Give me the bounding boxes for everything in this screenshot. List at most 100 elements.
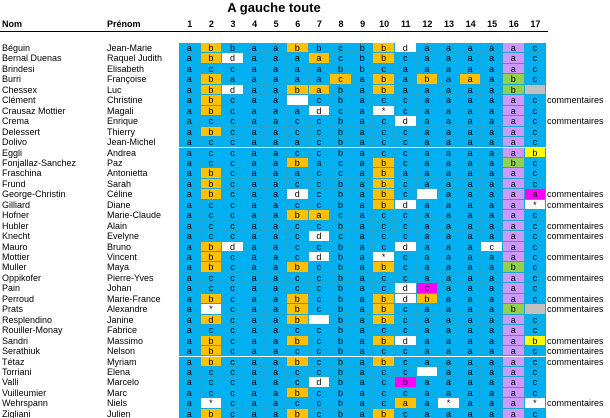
vote-cell-11[interactable]: c [395, 387, 417, 399]
vote-cell-6[interactable]: b [287, 356, 309, 367]
vote-cell-8[interactable]: b [330, 95, 352, 106]
vote-cell-17[interactable]: b [524, 335, 547, 347]
vote-cell-12[interactable]: a [416, 210, 439, 221]
vote-cell-6[interactable]: b [287, 262, 309, 273]
vote-cell-6[interactable]: c [287, 231, 309, 242]
vote-cell-7[interactable]: a [308, 53, 331, 64]
vote-cell-17[interactable]: c [524, 346, 547, 357]
vote-cell-5[interactable]: a [265, 84, 287, 96]
vote-cell-10[interactable]: * [373, 252, 395, 263]
vote-cell-16[interactable]: a [503, 147, 525, 158]
vote-cell-12[interactable] [416, 189, 439, 200]
vote-cell-3[interactable]: c [222, 366, 244, 378]
vote-cell-2[interactable]: b [200, 178, 223, 190]
vote-cell-12[interactable]: a [416, 398, 439, 409]
vote-cell-10[interactable]: c [373, 147, 395, 158]
vote-cell-11[interactable]: b [395, 377, 417, 388]
vote-cell-13[interactable]: a [438, 63, 460, 75]
vote-cell-12[interactable]: a [416, 325, 439, 336]
vote-cell-2[interactable]: c [200, 63, 223, 75]
vote-cell-6[interactable]: c [287, 126, 309, 138]
vote-cell-2[interactable]: c [200, 283, 223, 294]
vote-cell-1[interactable]: a [179, 168, 201, 179]
vote-cell-13[interactable]: a [438, 126, 460, 138]
vote-cell-8[interactable]: b [330, 366, 352, 378]
vote-cell-6[interactable]: c [287, 116, 309, 127]
vote-cell-4[interactable]: a [243, 335, 266, 347]
vote-cell-17[interactable]: c [524, 210, 547, 221]
vote-cell-11[interactable]: c [395, 210, 417, 221]
vote-cell-9[interactable]: a [351, 346, 374, 357]
vote-cell-5[interactable]: a [265, 293, 287, 305]
vote-cell-14[interactable]: a [459, 84, 482, 96]
vote-cell-10[interactable]: b [373, 314, 395, 326]
vote-cell-5[interactable]: a [265, 387, 287, 399]
vote-cell-3[interactable]: d [222, 84, 244, 96]
vote-cell-16[interactable]: a [503, 53, 525, 64]
vote-cell-2[interactable]: b [200, 53, 223, 64]
vote-cell-12[interactable]: a [416, 220, 439, 232]
vote-cell-1[interactable]: a [179, 210, 201, 221]
vote-cell-16[interactable]: a [503, 210, 525, 221]
vote-cell-2[interactable]: b [200, 262, 223, 273]
vote-cell-1[interactable]: a [179, 314, 201, 326]
vote-cell-5[interactable]: a [265, 74, 287, 85]
vote-cell-2[interactable]: b [200, 346, 223, 357]
vote-cell-10[interactable]: b [373, 304, 395, 315]
vote-cell-2[interactable]: c [200, 157, 223, 169]
vote-cell-12[interactable]: c [416, 283, 439, 294]
vote-cell-10[interactable]: b [373, 168, 395, 179]
vote-cell-7[interactable]: a [308, 63, 331, 75]
vote-cell-4[interactable]: a [243, 199, 266, 211]
vote-cell-16[interactable]: a [503, 377, 525, 388]
vote-cell-12[interactable]: a [416, 157, 439, 169]
vote-cell-5[interactable]: a [265, 116, 287, 127]
vote-cell-2[interactable]: b [200, 335, 223, 347]
vote-cell-10[interactable]: b [373, 189, 395, 200]
vote-cell-17[interactable]: c [524, 387, 547, 399]
vote-cell-11[interactable]: c [395, 53, 417, 64]
vote-cell-17[interactable]: c [524, 126, 547, 138]
vote-cell-15[interactable]: a [481, 377, 503, 388]
vote-cell-10[interactable]: c [373, 377, 395, 388]
vote-cell-10[interactable]: c [373, 231, 395, 242]
vote-cell-7[interactable]: c [308, 293, 331, 305]
vote-cell-16[interactable]: b [503, 304, 525, 315]
vote-cell-11[interactable]: c [395, 147, 417, 158]
vote-cell-16[interactable]: a [503, 116, 525, 127]
vote-cell-9[interactable]: b [351, 43, 374, 54]
vote-cell-2[interactable]: b [200, 408, 223, 418]
vote-cell-16[interactable]: a [503, 199, 525, 211]
vote-cell-17[interactable]: c [524, 74, 547, 85]
vote-cell-16[interactable]: a [503, 283, 525, 294]
vote-cell-16[interactable]: a [503, 387, 525, 399]
vote-cell-2[interactable]: b [200, 293, 223, 305]
vote-cell-6[interactable]: b [287, 387, 309, 399]
vote-cell-6[interactable]: c [287, 283, 309, 294]
vote-cell-15[interactable]: a [481, 126, 503, 138]
vote-cell-10[interactable]: c [373, 220, 395, 232]
vote-cell-10[interactable]: c [373, 210, 395, 221]
vote-cell-15[interactable]: a [481, 356, 503, 367]
vote-cell-5[interactable]: a [265, 199, 287, 211]
vote-cell-2[interactable]: c [200, 137, 223, 148]
vote-cell-3[interactable]: c [222, 304, 244, 315]
vote-cell-1[interactable]: a [179, 220, 201, 232]
vote-cell-5[interactable]: a [265, 356, 287, 367]
vote-cell-7[interactable]: c [308, 366, 331, 378]
vote-cell-8[interactable]: b [330, 293, 352, 305]
vote-cell-9[interactable]: a [351, 189, 374, 200]
vote-cell-13[interactable]: a [438, 314, 460, 326]
vote-cell-5[interactable]: a [265, 398, 287, 409]
vote-cell-16[interactable]: a [503, 63, 525, 75]
vote-cell-8[interactable]: c [330, 210, 352, 221]
vote-cell-9[interactable]: b [351, 63, 374, 75]
vote-cell-3[interactable]: c [222, 398, 244, 409]
vote-cell-15[interactable]: a [481, 43, 503, 54]
vote-cell-17[interactable]: c [524, 252, 547, 263]
vote-cell-15[interactable]: a [481, 262, 503, 273]
vote-cell-17[interactable]: * [524, 199, 547, 211]
vote-cell-14[interactable]: a [459, 398, 482, 409]
vote-cell-4[interactable]: a [243, 74, 266, 85]
vote-cell-7[interactable]: c [308, 137, 331, 148]
